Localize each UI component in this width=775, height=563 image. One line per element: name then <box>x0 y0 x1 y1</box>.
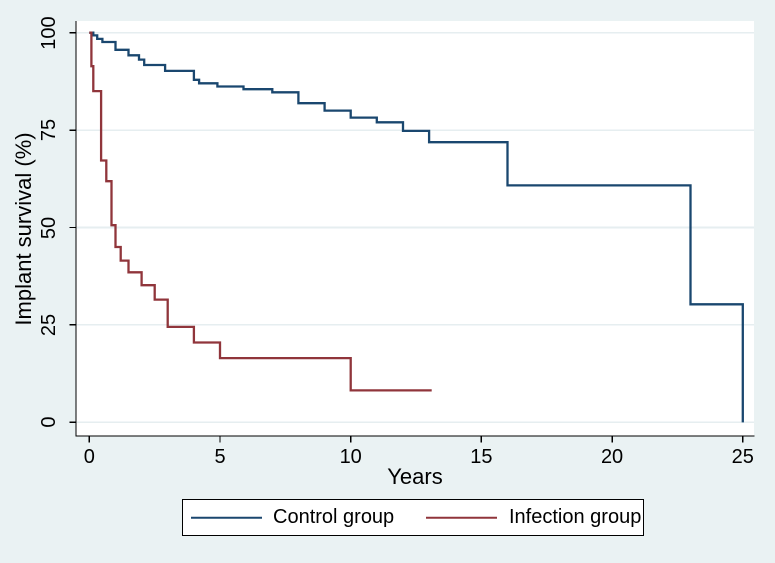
y-tick-label-0: 0 <box>38 416 60 428</box>
legend-label-infection: Infection group <box>509 506 642 528</box>
x-tick-label-0: 0 <box>83 446 95 468</box>
x-tick-label-15: 15 <box>470 446 493 468</box>
y-axis-title: Implant survival (%) <box>11 132 36 326</box>
y-tick-label-75: 75 <box>38 118 60 142</box>
y-tick-label-50: 50 <box>38 216 60 239</box>
y-tick-label-100: 100 <box>38 16 60 50</box>
x-axis-title: Years <box>387 464 443 489</box>
x-tick-label-10: 10 <box>339 446 362 468</box>
survival-curve-control-group <box>89 31 744 423</box>
survival-curve-infection-group <box>89 31 432 392</box>
plot-area-background <box>76 21 754 436</box>
legend-line-infection <box>426 516 497 519</box>
x-tick-label-25: 25 <box>731 446 754 468</box>
y-tick-label-25: 25 <box>38 313 60 337</box>
legend: Control group Infection group <box>182 499 644 536</box>
x-tick-label-5: 5 <box>214 446 226 468</box>
x-tick-label-20: 20 <box>600 446 624 468</box>
legend-label-control: Control group <box>273 506 395 528</box>
legend-line-control <box>191 516 262 519</box>
